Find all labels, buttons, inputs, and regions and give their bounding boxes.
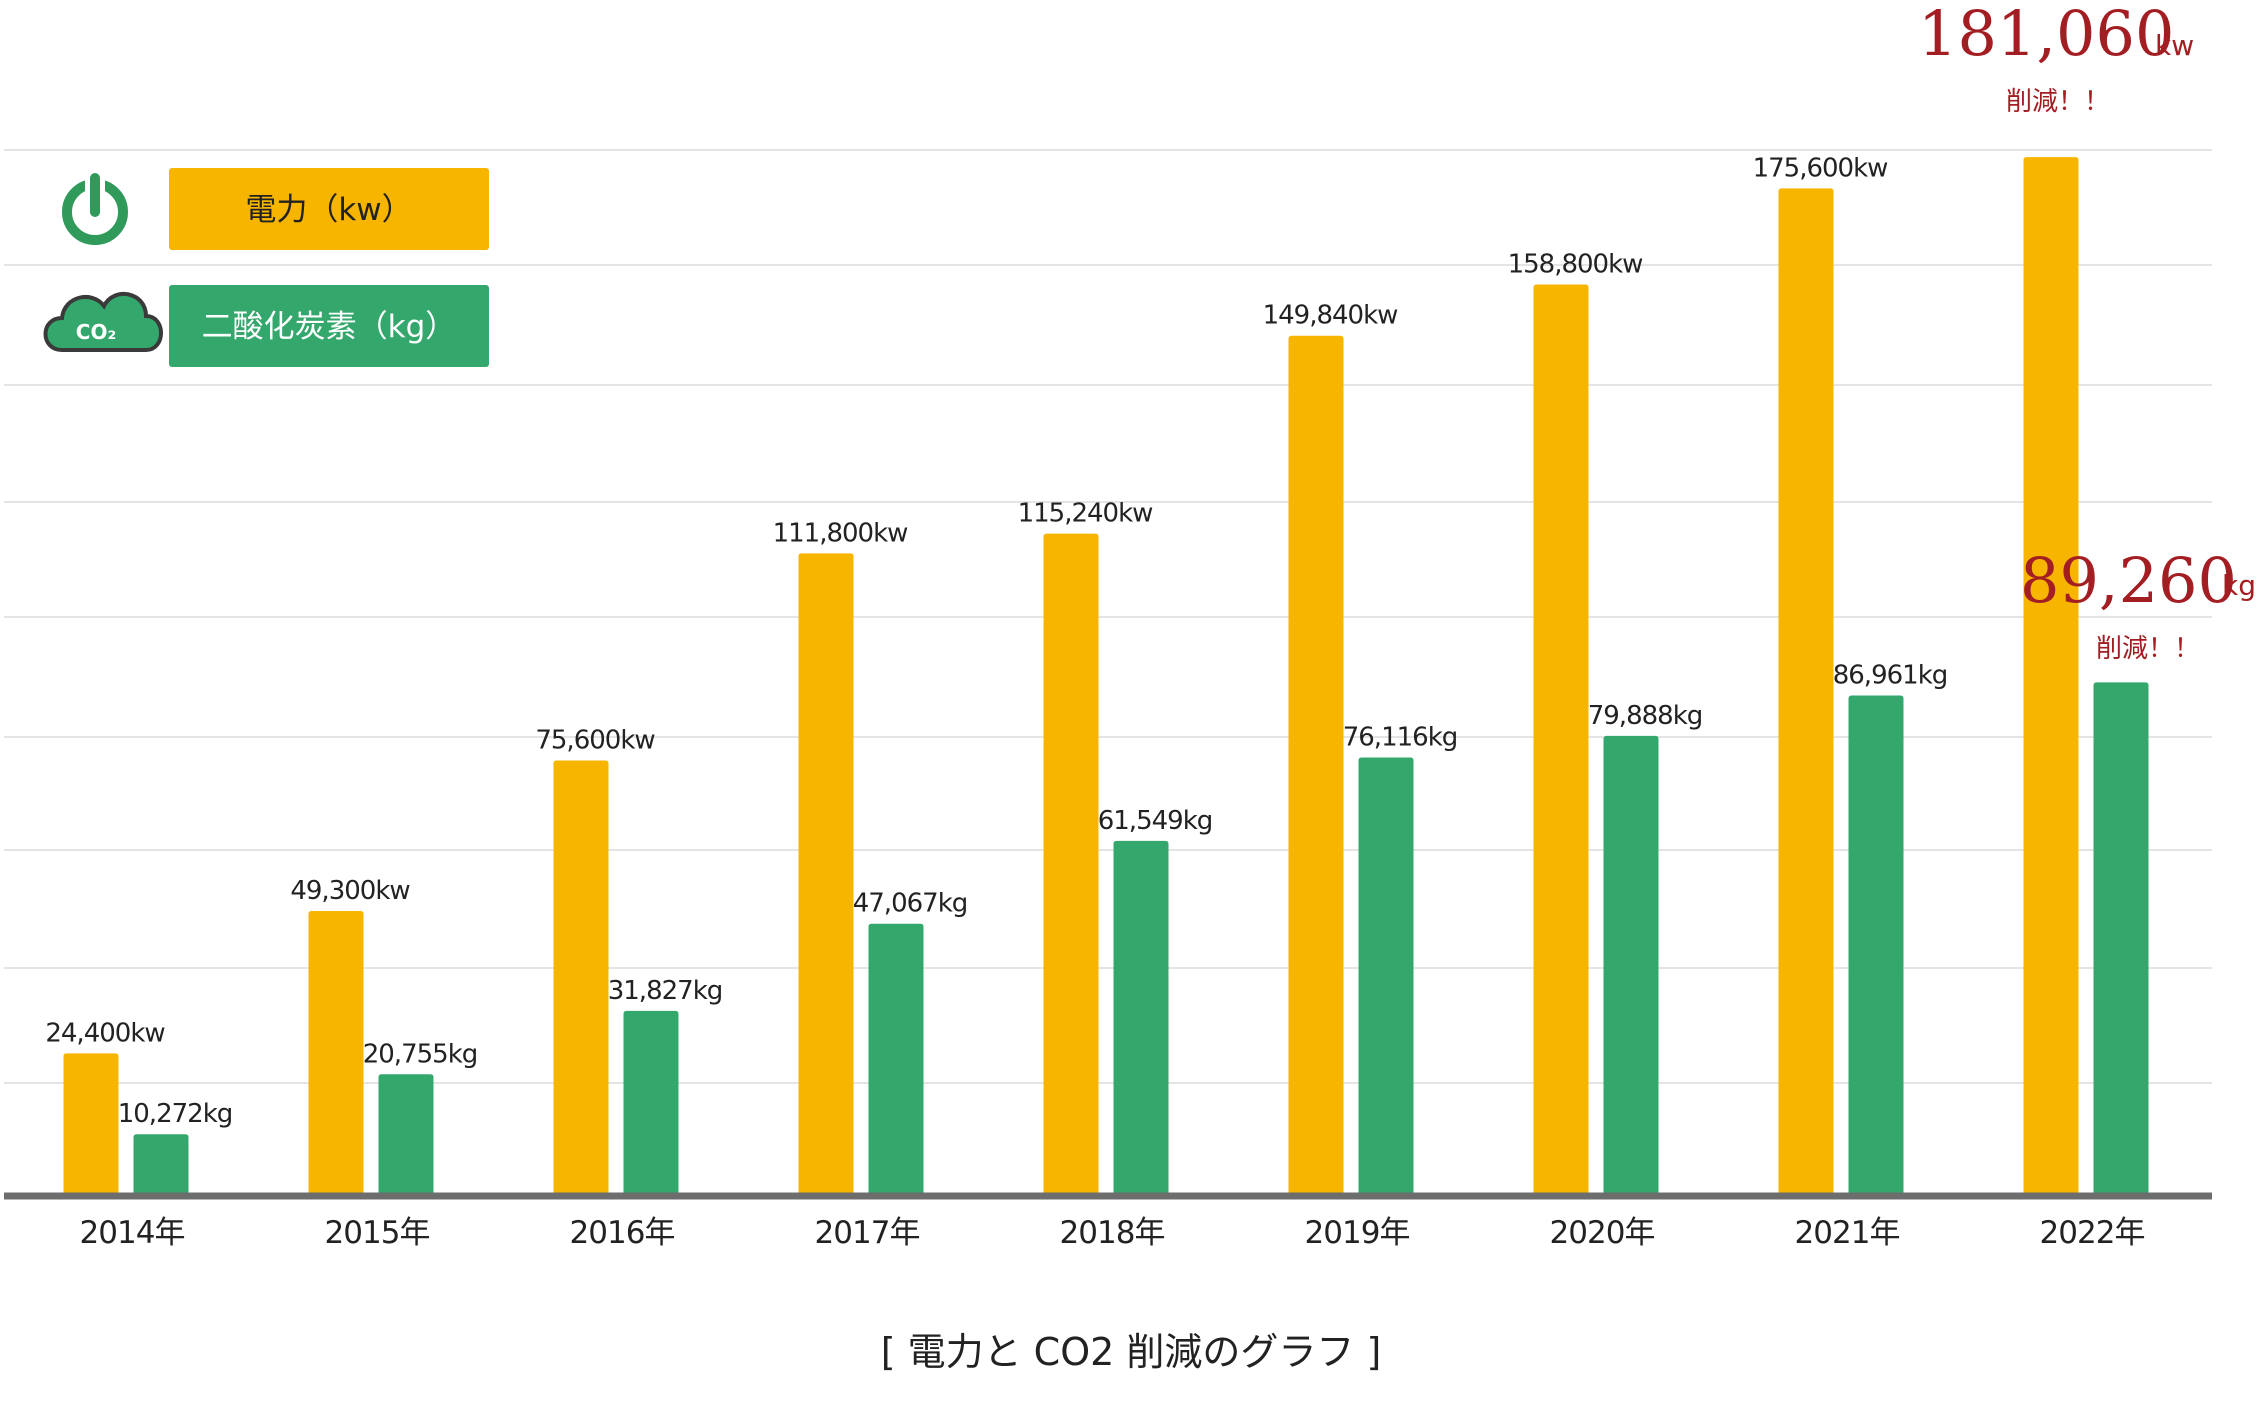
- co2-bar: [1603, 735, 1659, 1193]
- power-value-label: 175,600kw: [1753, 153, 1889, 183]
- power-bar: [1778, 188, 1834, 1193]
- power-highlight-value: 181,060: [1918, 0, 2174, 70]
- co2-bar: [378, 1074, 434, 1193]
- power-value-label: 49,300kw: [290, 876, 410, 906]
- x-tick-label: 2017年: [815, 1215, 920, 1251]
- co2-bar: [133, 1134, 189, 1193]
- co2-bar: [1848, 695, 1904, 1193]
- co2-bar: [1113, 840, 1169, 1193]
- legend-item-power: 電力（kw）: [62, 168, 489, 250]
- power-highlight: 181,060 kw 削減！！: [1918, 0, 2194, 117]
- x-tick-label: 2019年: [1305, 1215, 1410, 1251]
- chart-caption: [ 電力と CO2 削減のグラフ ]: [881, 1330, 1382, 1374]
- power-value-label: 111,800kw: [773, 518, 909, 548]
- legend-label-co2: 二酸化炭素（kg）: [202, 309, 457, 345]
- gridlines: [4, 149, 2212, 1084]
- co2-bar: [868, 923, 924, 1193]
- power-value-label: 75,600kw: [535, 725, 655, 755]
- power-icon: [62, 172, 128, 245]
- power-highlight-note: 削減！！: [2006, 87, 2110, 117]
- x-tick-label: 2014年: [80, 1215, 185, 1251]
- co2-value-label: 31,827kg: [608, 976, 723, 1006]
- power-value-label: 149,840kw: [1263, 301, 1399, 331]
- power-bar: [1533, 284, 1589, 1193]
- co2-bar: [1358, 757, 1414, 1193]
- x-tick-label: 2021年: [1795, 1215, 1900, 1251]
- power-bar: [798, 553, 854, 1193]
- co2-cloud-icon: CO₂: [43, 292, 163, 352]
- power-bar: [1288, 335, 1344, 1193]
- power-value-label: 24,400kw: [45, 1018, 165, 1048]
- co2-icon-label: CO₂: [76, 320, 116, 344]
- x-tick-label: 2022年: [2040, 1215, 2145, 1251]
- x-tick-label: 2020年: [1550, 1215, 1655, 1251]
- legend-swatch-power: [169, 168, 489, 250]
- power-value-label: 115,240kw: [1018, 499, 1154, 529]
- power-bar: [63, 1053, 119, 1193]
- co2-value-label: 76,116kg: [1343, 723, 1458, 753]
- bar-labels: 24,400kw 10,272kg 49,300kw 20,755kg 75,600kw…: [45, 153, 1948, 1129]
- bars: [63, 157, 2149, 1193]
- legend: 電力（kw） CO₂ 二酸化炭素（kg）: [43, 168, 489, 367]
- power-bar: [308, 910, 364, 1193]
- co2-highlight: 89,260 kg 削減！！: [2020, 544, 2256, 664]
- power-bar: [1043, 533, 1099, 1193]
- power-value-label: 158,800kw: [1508, 249, 1644, 279]
- legend-label-power: 電力（kw）: [245, 192, 412, 228]
- x-tick-label: 2016年: [570, 1215, 675, 1251]
- co2-value-label: 61,549kg: [1098, 806, 1213, 836]
- power-bar: [553, 760, 609, 1193]
- co2-value-label: 47,067kg: [853, 889, 968, 919]
- co2-value-label: 86,961kg: [1833, 660, 1948, 690]
- power-highlight-unit: kw: [2155, 29, 2194, 62]
- x-tick-label: 2015年: [325, 1215, 430, 1251]
- co2-value-label: 10,272kg: [118, 1099, 233, 1129]
- x-tick-label: 2018年: [1060, 1215, 1165, 1251]
- co2-bar: [623, 1010, 679, 1193]
- legend-swatch-co2: [169, 285, 489, 367]
- co2-value-label: 20,755kg: [363, 1039, 478, 1069]
- co2-highlight-unit: kg: [2222, 569, 2256, 602]
- power-bar: [2023, 157, 2079, 1193]
- co2-value-label: 79,888kg: [1588, 701, 1703, 731]
- co2-bar: [2093, 682, 2149, 1193]
- co2-highlight-value: 89,260: [2020, 544, 2237, 617]
- x-axis-ticks: 2014年 2015年 2016年 2017年 2018年 2019年 2020年 2021年…: [80, 1215, 2146, 1251]
- legend-item-co2: CO₂ 二酸化炭素（kg）: [43, 285, 489, 367]
- co2-highlight-note: 削減！！: [2096, 634, 2200, 664]
